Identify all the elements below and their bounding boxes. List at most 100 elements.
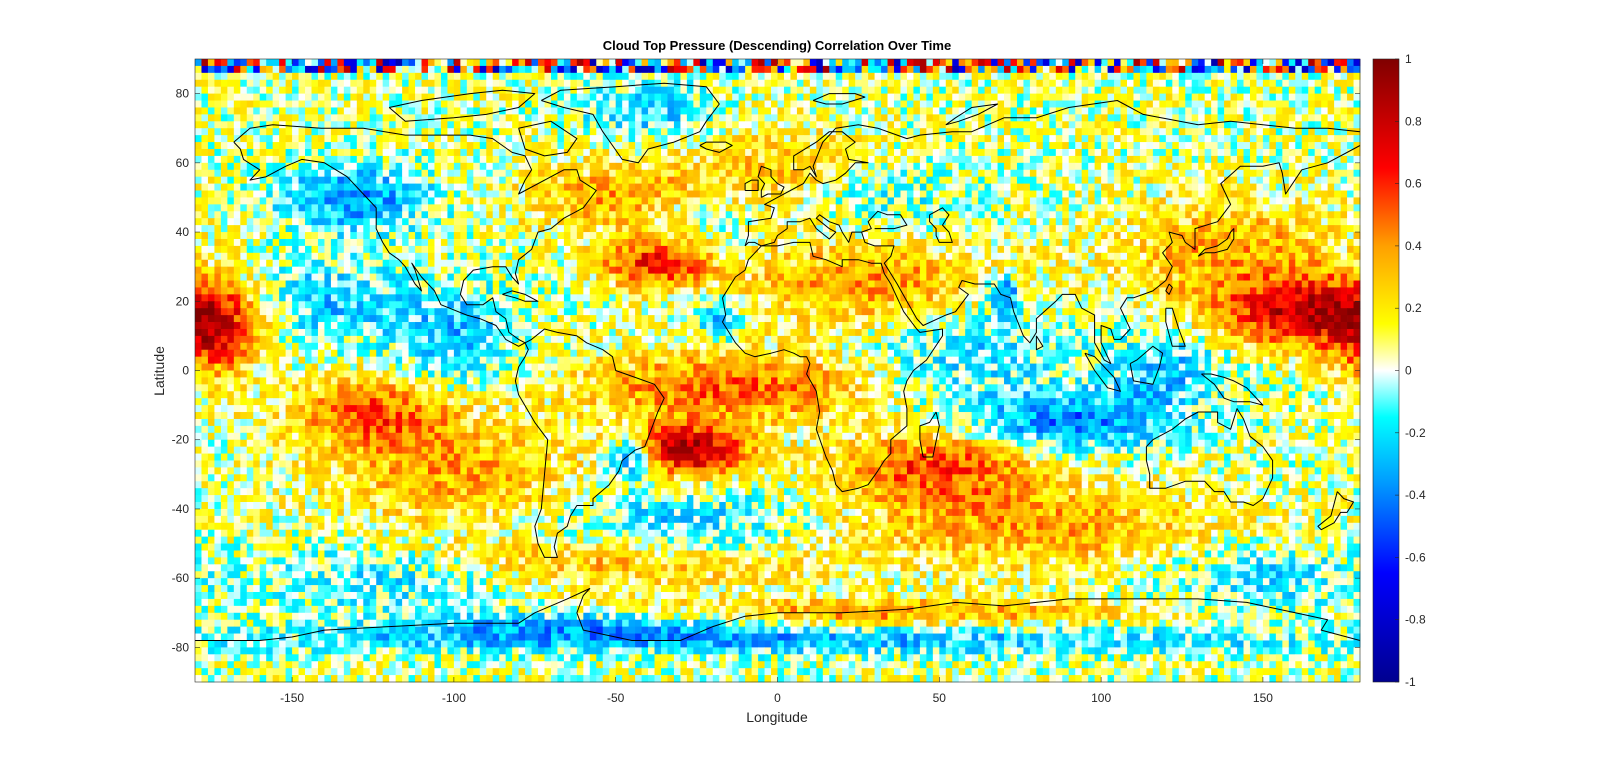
heatmap-cell — [479, 190, 487, 198]
heatmap-cell — [570, 162, 578, 171]
heatmap-cell — [415, 148, 422, 157]
heatmap-cell — [699, 218, 707, 226]
heatmap-cell — [324, 86, 332, 95]
heatmap-cell — [1243, 121, 1251, 129]
heatmap-cell — [1114, 204, 1121, 212]
heatmap-cell — [1127, 79, 1134, 88]
heatmap-cell — [1062, 225, 1070, 233]
heatmap-cell — [796, 100, 804, 108]
heatmap-cell — [1023, 190, 1031, 198]
heatmap-cell — [369, 190, 377, 198]
heatmap-cell — [1249, 238, 1257, 247]
heatmap-cell — [317, 183, 325, 191]
heatmap-cell — [376, 142, 384, 150]
heatmap-cell — [1353, 100, 1361, 108]
heatmap-cell — [881, 169, 888, 178]
heatmap-cell — [829, 93, 837, 101]
heatmap-cell — [764, 59, 772, 67]
heatmap-cell — [589, 232, 597, 240]
heatmap-cell — [227, 128, 235, 136]
heatmap-cell — [615, 238, 623, 247]
heatmap-cell — [615, 183, 623, 191]
heatmap-cell — [790, 225, 798, 233]
heatmap-cell — [415, 183, 422, 191]
heatmap-cell — [1029, 100, 1037, 108]
heatmap-cell — [505, 93, 513, 101]
heatmap-cell — [997, 65, 1005, 74]
heatmap-cell — [525, 204, 532, 212]
heatmap-cell — [376, 190, 384, 198]
heatmap-cell — [648, 211, 655, 219]
heatmap-cell — [292, 176, 299, 184]
heatmap-cell — [1314, 211, 1322, 219]
heatmap-cell — [583, 211, 591, 219]
heatmap-cell — [913, 114, 921, 122]
heatmap-cell — [1211, 232, 1219, 240]
heatmap-cell — [576, 245, 584, 254]
heatmap-cell — [1237, 225, 1244, 233]
heatmap-cell — [1152, 218, 1160, 226]
heatmap-cell — [447, 225, 455, 233]
heatmap-cell — [376, 211, 384, 219]
heatmap-cell — [673, 232, 681, 240]
heatmap-cell — [1036, 176, 1044, 184]
heatmap-cell — [259, 169, 267, 178]
heatmap-cell — [952, 238, 960, 247]
heatmap-cell — [1036, 238, 1044, 247]
heatmap-cell — [1288, 86, 1296, 95]
heatmap-cell — [220, 169, 228, 178]
heatmap-cell — [738, 232, 746, 240]
heatmap-cell — [1114, 72, 1121, 81]
heatmap-cell — [1029, 107, 1037, 115]
heatmap-cell — [343, 211, 351, 219]
heatmap-cell — [447, 135, 455, 143]
heatmap-cell — [466, 238, 474, 247]
heatmap-cell — [1308, 100, 1316, 108]
heatmap-cell — [738, 190, 746, 198]
heatmap-cell — [1042, 245, 1050, 254]
heatmap-cell — [570, 100, 578, 108]
heatmap-cell — [544, 128, 552, 136]
heatmap-cell — [1347, 121, 1354, 129]
heatmap-cell — [1308, 204, 1316, 212]
heatmap-cell — [894, 176, 901, 184]
heatmap-cell — [978, 107, 986, 115]
heatmap-cell — [272, 100, 280, 108]
heatmap-cell — [402, 218, 409, 226]
heatmap-cell — [408, 135, 416, 143]
heatmap-cell — [978, 93, 986, 101]
heatmap-cell — [1165, 121, 1173, 129]
heatmap-cell — [408, 148, 416, 157]
heatmap-cell — [874, 107, 882, 115]
heatmap-cell — [389, 204, 397, 212]
heatmap-cell — [195, 176, 202, 184]
heatmap-cell — [1340, 65, 1348, 74]
heatmap-cell — [829, 135, 837, 143]
heatmap-cell — [240, 79, 248, 88]
heatmap-cell — [965, 100, 973, 108]
heatmap-cell — [848, 79, 856, 88]
heatmap-cell — [1347, 190, 1354, 198]
heatmap-cell — [285, 135, 293, 143]
heatmap-cell — [1178, 211, 1186, 219]
heatmap-cell — [453, 245, 461, 254]
heatmap-cell — [1120, 155, 1128, 164]
heatmap-cell — [279, 100, 287, 108]
heatmap-cell — [499, 65, 507, 74]
heatmap-cell — [615, 86, 623, 95]
heatmap-cell — [919, 114, 927, 122]
heatmap-cell — [1152, 232, 1160, 240]
heatmap-cell — [220, 121, 228, 129]
heatmap-cell — [330, 59, 338, 67]
heatmap-cell — [1133, 79, 1141, 88]
heatmap-cell — [557, 72, 565, 81]
heatmap-cell — [1055, 183, 1063, 191]
heatmap-cell — [343, 190, 351, 198]
heatmap-cell — [330, 135, 338, 143]
heatmap-cell — [932, 121, 940, 129]
heatmap-cell — [1042, 121, 1050, 129]
heatmap-cell — [499, 135, 507, 143]
heatmap-cell — [965, 59, 973, 67]
heatmap-cell — [738, 142, 746, 150]
heatmap-cell — [1010, 65, 1018, 74]
